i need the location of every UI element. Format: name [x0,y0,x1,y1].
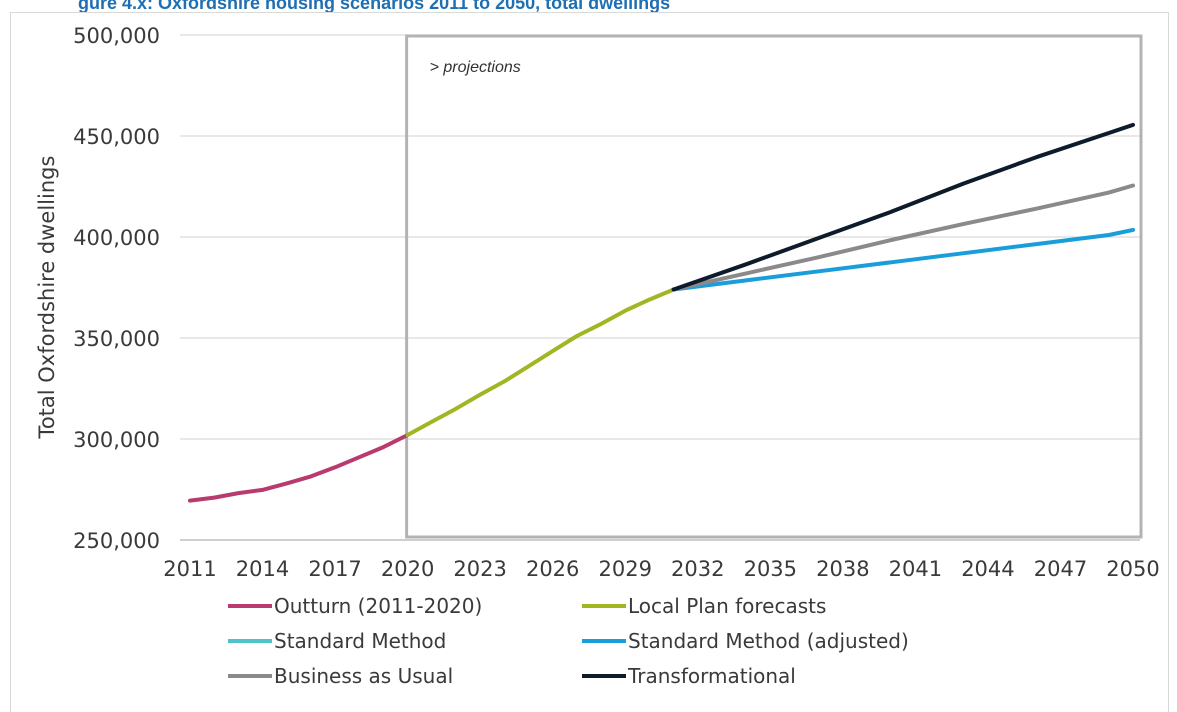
projections-annotation: > projections [430,59,521,76]
x-tick-label: 2032 [671,557,724,581]
legend-label: Business as Usual [274,664,454,688]
x-tick-label: 2044 [961,557,1014,581]
x-tick-label: 2023 [453,557,506,581]
legend-swatch [582,639,626,643]
x-tick-label: 2041 [889,557,942,581]
legend-swatch [582,674,626,678]
x-axis-ticks: 2011 2014 2017 2020 2023 2026 2029 2032 2035 2038… [163,557,1159,581]
y-tick-label: 500,000 [73,24,160,48]
x-tick-label: 2038 [816,557,869,581]
y-axis-label: Total Oxfordshire dwellings [35,156,59,440]
legend-label: Standard Method (adjusted) [628,629,909,653]
page-title: gure 4.x: Oxfordshire housing scenarios … [78,0,671,13]
legend-label: Transformational [628,664,796,688]
series-lines [188,122,1135,503]
projection-box-rect [405,34,1143,539]
legend-item: Standard Method [228,629,446,653]
x-tick-label: 2047 [1034,557,1087,581]
x-tick-label: 2014 [236,557,289,581]
x-tick-label: 2050 [1106,557,1159,581]
x-tick-label: 2035 [744,557,797,581]
y-axis-ticks: 250,000 300,000 350,000 400,000 450,000 500,0… [73,24,160,553]
legend-swatch [228,604,272,608]
legend-item: Outturn (2011-2020) [228,594,482,618]
series-line [405,287,676,437]
chart-frame [10,12,1169,712]
y-tick-label: 450,000 [73,125,160,149]
legend-label: Outturn (2011-2020) [274,594,483,618]
series-line [188,433,410,503]
legend-swatch [582,604,626,608]
series-line [671,227,1135,292]
legend-item: Standard Method (adjusted) [582,629,909,653]
projection-box [405,34,1143,539]
legend-item: Local Plan forecasts [582,594,826,618]
legend-swatch [228,639,272,643]
series-line [671,183,1135,292]
legend-label: Standard Method [274,629,447,653]
legend-item: Business as Usual [228,664,453,688]
x-tick-label: 2017 [308,557,361,581]
y-tick-label: 250,000 [73,529,160,553]
x-tick-label: 2020 [381,557,434,581]
x-tick-label: 2011 [163,557,216,581]
legend-swatch [228,674,272,678]
x-tick-label: 2026 [526,557,579,581]
series-line [671,122,1135,292]
y-tick-label: 300,000 [73,428,160,452]
legend-item: Transformational [582,664,796,688]
x-tick-label: 2029 [599,557,652,581]
y-tick-label: 400,000 [73,226,160,250]
legend-label: Local Plan forecasts [628,594,827,618]
gridlines [180,34,1140,541]
y-tick-label: 350,000 [73,327,160,351]
